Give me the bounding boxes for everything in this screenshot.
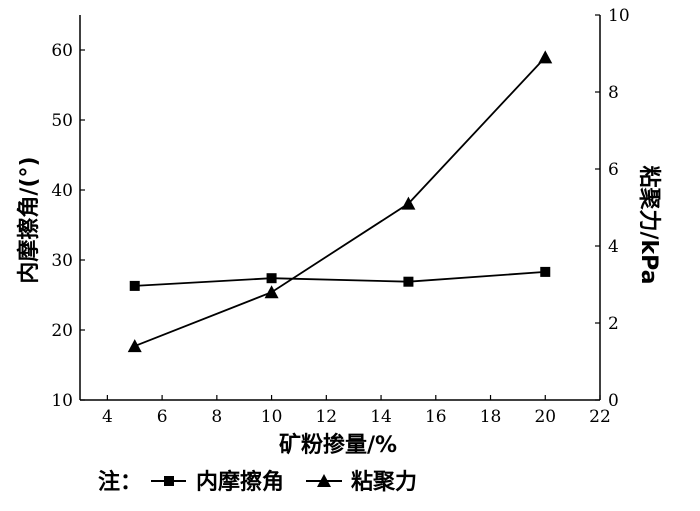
right-y-tick-label: 0 — [608, 391, 619, 411]
left-y-tick-label: 60 — [51, 41, 73, 61]
data-point-triangle — [401, 196, 416, 210]
x-axis-title: 矿粉掺量/% — [279, 432, 397, 458]
data-point-triangle — [538, 50, 553, 64]
right-y-tick-label: 2 — [608, 314, 619, 334]
left-y-tick-label: 50 — [51, 111, 73, 131]
left-y-tick-label: 40 — [51, 181, 73, 201]
ticks: 4 6 8 10 12 14 16 18 20 22 10 20 30 40 50 60 0 2 4 6 8 10 — [51, 6, 629, 427]
x-tick-label: 22 — [589, 407, 611, 427]
right-y-axis-title: 粘聚力/kPa — [636, 165, 661, 284]
data-point-square — [403, 276, 414, 287]
x-tick-label: 10 — [261, 407, 283, 427]
legend-triangle-marker — [317, 474, 331, 487]
right-y-tick-label: 10 — [608, 6, 630, 26]
x-tick-label: 14 — [370, 407, 392, 427]
x-tick-label: 6 — [157, 407, 168, 427]
left-y-axis-title: 内摩擦角/(°) — [16, 156, 42, 283]
left-y-tick-label: 20 — [51, 321, 73, 341]
right-y-tick-label: 6 — [608, 160, 619, 180]
x-tick-label: 4 — [102, 407, 113, 427]
legend: 注： 内摩擦角 粘聚力 — [98, 469, 417, 495]
data-point-square — [129, 280, 140, 291]
x-tick-label: 8 — [211, 407, 222, 427]
legend-label-cohesion: 粘聚力 — [351, 470, 417, 495]
x-tick-label: 20 — [534, 407, 556, 427]
x-tick-label: 12 — [315, 407, 337, 427]
right-y-tick-label: 8 — [608, 83, 619, 103]
right-y-tick-label: 4 — [608, 237, 619, 257]
data-point-triangle — [127, 339, 142, 353]
x-tick-label: 16 — [425, 407, 447, 427]
left-y-tick-label: 30 — [51, 251, 73, 271]
axes — [79, 15, 601, 401]
legend-label-friction: 内摩擦角 — [196, 469, 284, 495]
legend-square-marker — [164, 476, 174, 486]
x-tick-label: 18 — [480, 407, 502, 427]
left-y-tick-label: 10 — [51, 391, 73, 411]
series-line-friction — [134, 271, 546, 287]
legend-prefix: 注： — [98, 469, 142, 495]
series-line-cohesion — [134, 56, 546, 347]
series-layer — [127, 50, 553, 353]
data-point-square — [540, 266, 551, 277]
data-point-triangle — [264, 285, 279, 299]
data-point-square — [266, 273, 277, 284]
